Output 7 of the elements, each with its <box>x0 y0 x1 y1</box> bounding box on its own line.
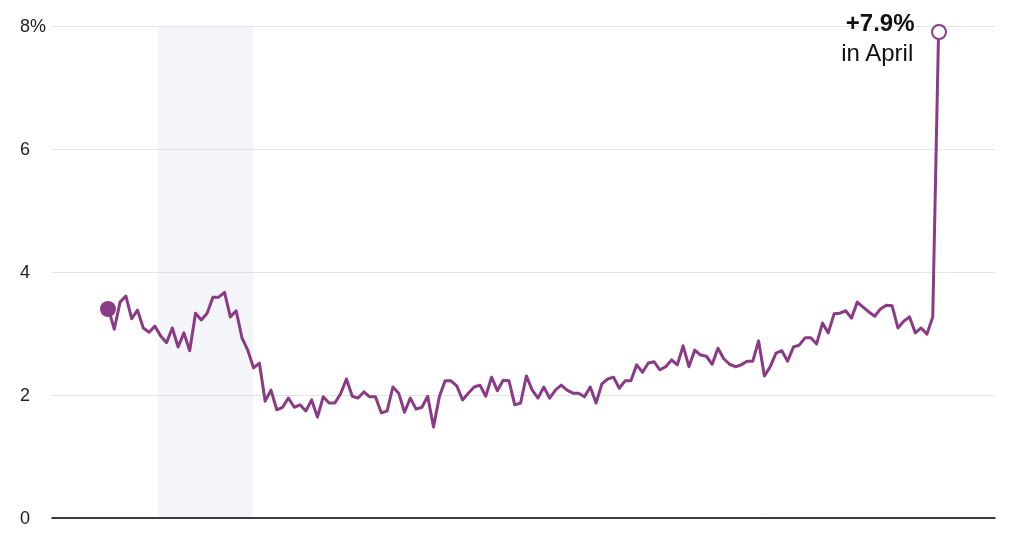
y-tick-label: 4 <box>20 262 31 282</box>
y-tick-label: 6 <box>20 139 31 159</box>
y-tick-label: 0 <box>20 508 31 528</box>
y-tick-label: 2 <box>20 385 31 405</box>
annotation: in April <box>841 38 914 66</box>
annotation: +7.9% <box>845 8 915 36</box>
y-tick-label: 8% <box>20 16 47 36</box>
